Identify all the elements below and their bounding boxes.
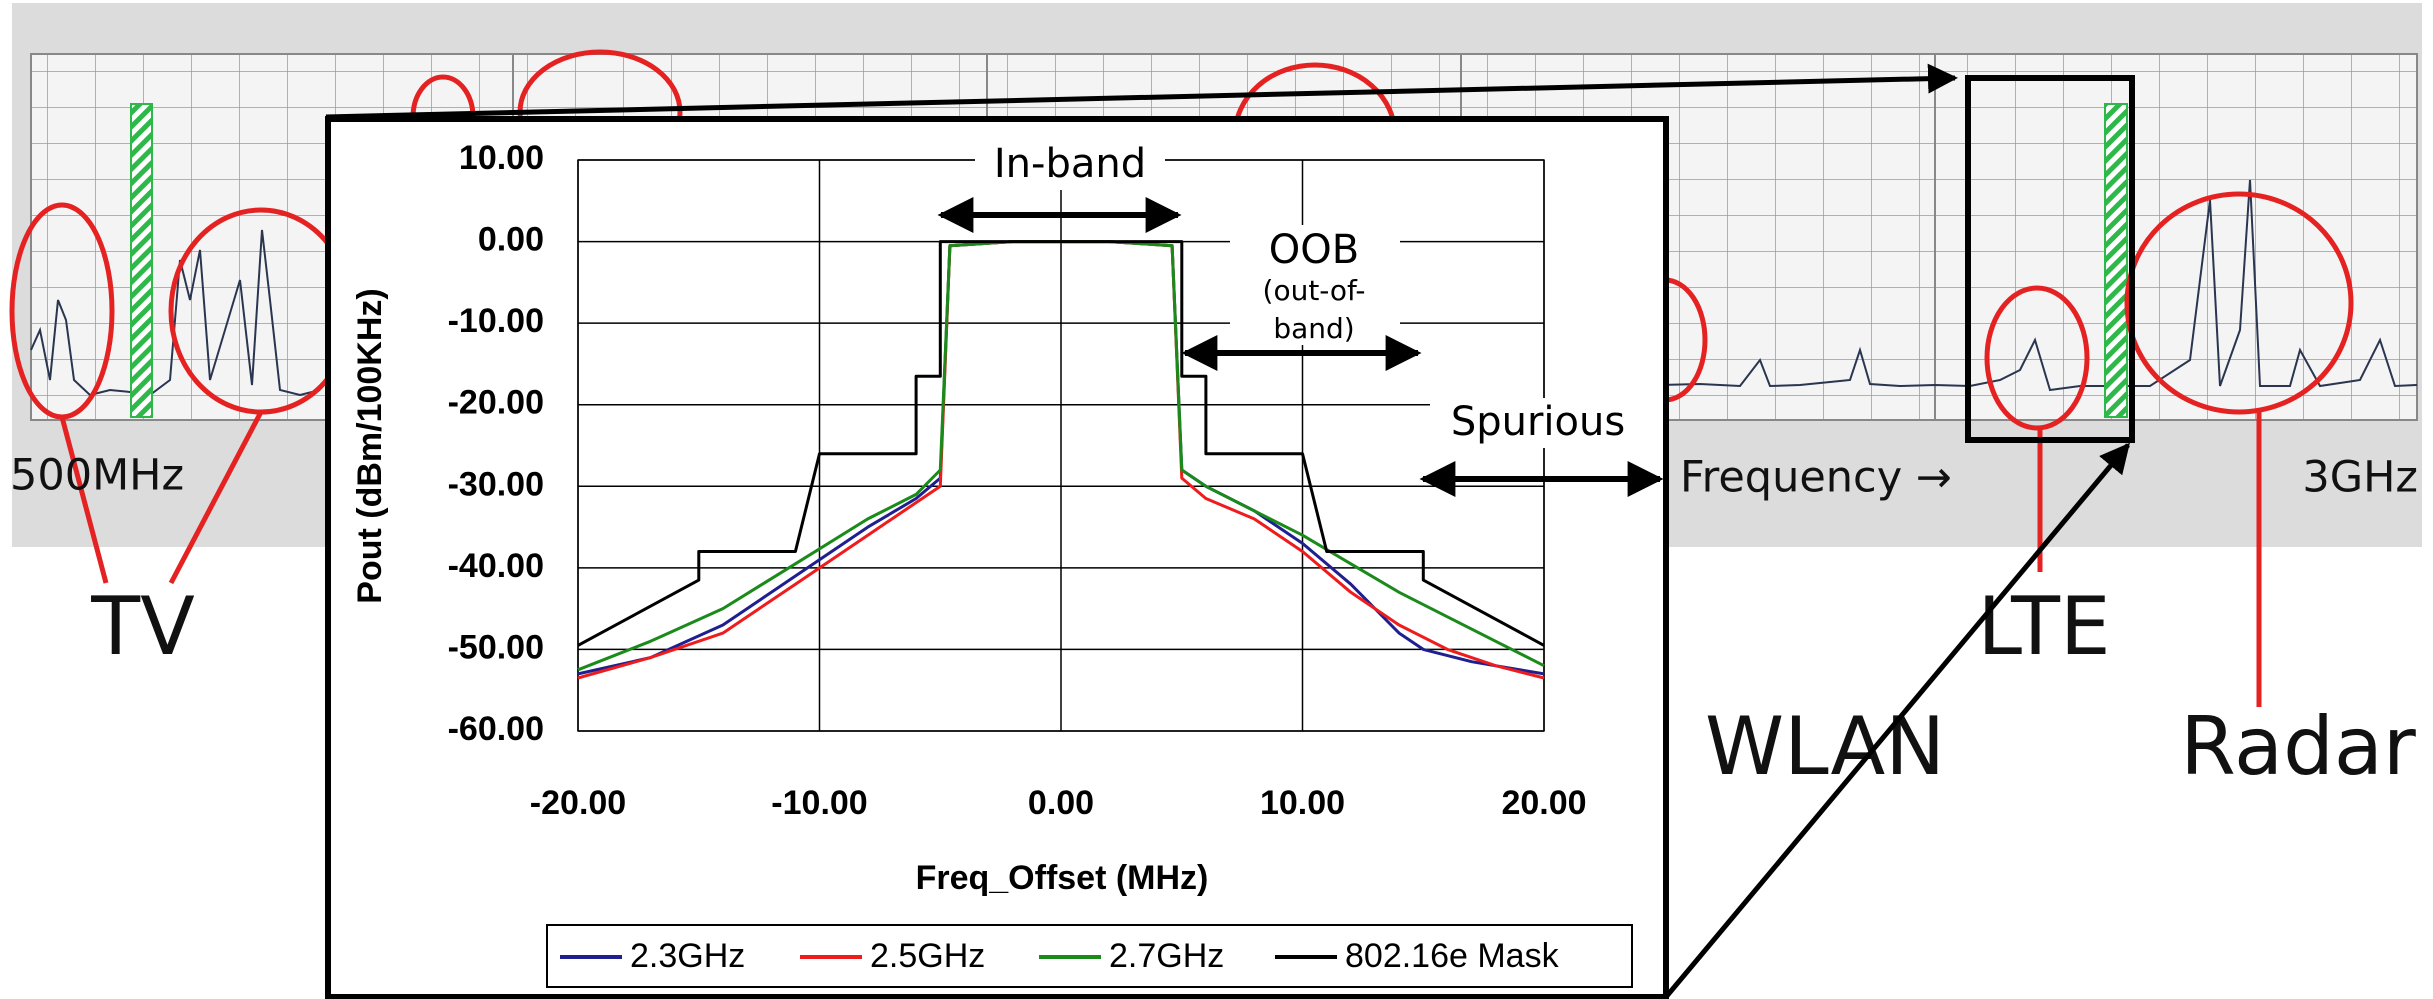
y-tick-label: -30.00 (448, 465, 544, 503)
service-label: WLAN (1705, 700, 1945, 793)
annotation: In-band (994, 141, 1146, 187)
x-tick-label: -20.00 (530, 784, 626, 822)
x-tick-label: 0.00 (1028, 784, 1094, 822)
x-axis-title: Freq_Offset (MHz) (916, 859, 1209, 897)
y-tick-label: -60.00 (448, 710, 544, 748)
band-marker (2105, 104, 2127, 417)
legend-label: 2.7GHz (1109, 937, 1224, 975)
freq-label: Frequency → (1680, 453, 1952, 503)
x-tick-label: 10.00 (1260, 784, 1345, 822)
x-tick-label: 20.00 (1501, 784, 1586, 822)
freq-label: 3GHz (2302, 453, 2418, 503)
annotation: (out-of- (1263, 274, 1366, 307)
y-tick-label: -20.00 (448, 384, 544, 422)
y-axis-title: Pout (dBm/100KHz) (351, 288, 389, 603)
annotation: band) (1273, 312, 1354, 345)
y-tick-label: 10.00 (459, 139, 544, 177)
band-marker (131, 104, 152, 417)
legend-label: 2.5GHz (870, 937, 985, 975)
service-label: Radar (2180, 700, 2416, 793)
annotation: OOB (1269, 227, 1359, 273)
service-label: TV (90, 580, 195, 673)
y-tick-label: -10.00 (448, 302, 544, 340)
legend-label: 2.3GHz (630, 937, 745, 975)
figure: 500MHz Frequency → 3GHz TV LTE Radar WLA… (0, 0, 2433, 999)
y-tick-label: -40.00 (448, 547, 544, 585)
legend-label: 802.16e Mask (1345, 937, 1560, 975)
freq-label: 500MHz (10, 451, 184, 501)
y-tick-label: -50.00 (448, 628, 544, 666)
annotation: Spurious (1451, 399, 1625, 445)
x-tick-label: -10.00 (771, 784, 867, 822)
service-label: LTE (1978, 580, 2111, 673)
y-tick-label: 0.00 (478, 221, 544, 259)
